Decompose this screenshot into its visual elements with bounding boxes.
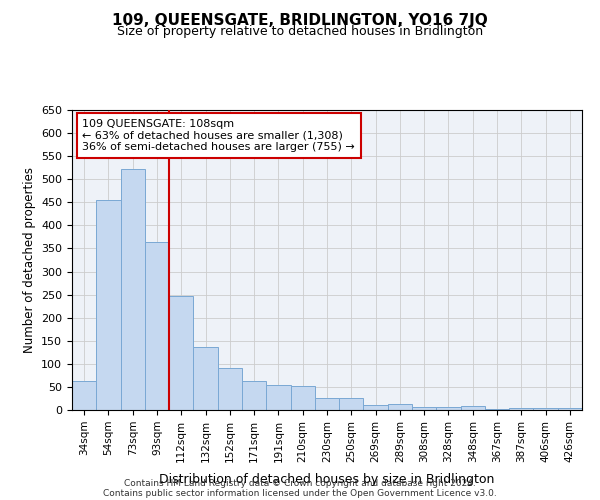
X-axis label: Distribution of detached houses by size in Bridlington: Distribution of detached houses by size … <box>160 473 494 486</box>
Bar <box>364 405 388 410</box>
Bar <box>266 384 290 410</box>
Text: Contains public sector information licensed under the Open Government Licence v3: Contains public sector information licen… <box>103 488 497 498</box>
Bar <box>485 408 509 410</box>
Bar <box>96 200 121 410</box>
Bar <box>242 382 266 410</box>
Text: Size of property relative to detached houses in Bridlington: Size of property relative to detached ho… <box>117 25 483 38</box>
Bar <box>509 408 533 410</box>
Text: 109 QUEENSGATE: 108sqm
← 63% of detached houses are smaller (1,308)
36% of semi-: 109 QUEENSGATE: 108sqm ← 63% of detached… <box>82 119 355 152</box>
Bar <box>388 404 412 410</box>
Bar <box>436 407 461 410</box>
Bar <box>533 408 558 410</box>
Bar <box>461 406 485 410</box>
Bar <box>290 386 315 410</box>
Bar <box>339 398 364 410</box>
Text: 109, QUEENSGATE, BRIDLINGTON, YO16 7JQ: 109, QUEENSGATE, BRIDLINGTON, YO16 7JQ <box>112 12 488 28</box>
Bar <box>169 296 193 410</box>
Bar <box>193 347 218 410</box>
Y-axis label: Number of detached properties: Number of detached properties <box>23 167 35 353</box>
Bar <box>218 368 242 410</box>
Bar <box>72 382 96 410</box>
Bar <box>412 407 436 410</box>
Bar <box>558 408 582 410</box>
Bar <box>315 398 339 410</box>
Text: Contains HM Land Registry data © Crown copyright and database right 2024.: Contains HM Land Registry data © Crown c… <box>124 478 476 488</box>
Bar <box>145 242 169 410</box>
Bar <box>121 168 145 410</box>
